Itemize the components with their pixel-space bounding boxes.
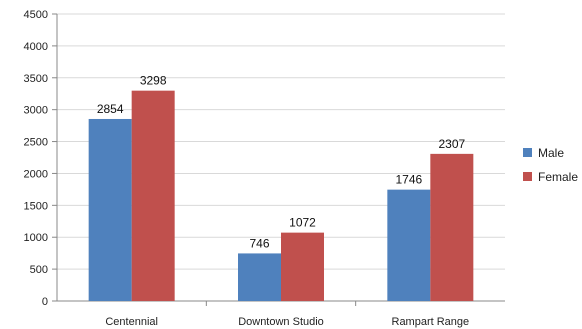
data-label: 3298 (140, 74, 167, 88)
legend-label-female: Female (538, 170, 578, 184)
bars (88, 90, 474, 301)
data-label: 746 (249, 236, 269, 250)
bar-male-2 (387, 189, 431, 301)
legend-label-male: Male (538, 146, 564, 160)
y-tick-label: 2000 (24, 168, 48, 180)
y-tick-label: 0 (42, 296, 48, 308)
legend: Male Female (523, 146, 578, 184)
data-label: 1746 (395, 173, 422, 187)
y-tick-label: 3500 (24, 73, 48, 85)
data-label: 1072 (289, 216, 316, 230)
data-label: 2854 (97, 102, 124, 116)
y-tick-label: 1500 (24, 200, 48, 212)
bar-female-1 (281, 232, 324, 301)
data-label: 2307 (438, 137, 465, 151)
y-tick-label: 1000 (24, 232, 48, 244)
y-tick-label: 3000 (24, 105, 48, 117)
legend-swatch-female (523, 172, 532, 181)
bar-male-1 (238, 253, 281, 301)
bar-female-2 (430, 153, 474, 301)
legend-swatch-male (523, 148, 532, 157)
bar-male-0 (88, 118, 132, 301)
y-tick-label: 4500 (24, 9, 48, 21)
data-labels: 2854 3298 746 1072 1746 2307 (97, 74, 466, 251)
x-category-label: Centennial (105, 316, 158, 328)
y-tick-label: 500 (30, 264, 48, 276)
y-tick-label: 4000 (24, 41, 48, 53)
bar-female-0 (131, 90, 175, 301)
x-category-label: Rampart Range (392, 316, 470, 328)
x-category-label: Downtown Studio (238, 316, 324, 328)
axes: 0 500 1000 1500 2000 2500 3000 3500 4000 4500 Cent… (24, 9, 505, 328)
y-tick-label: 2500 (24, 137, 48, 149)
